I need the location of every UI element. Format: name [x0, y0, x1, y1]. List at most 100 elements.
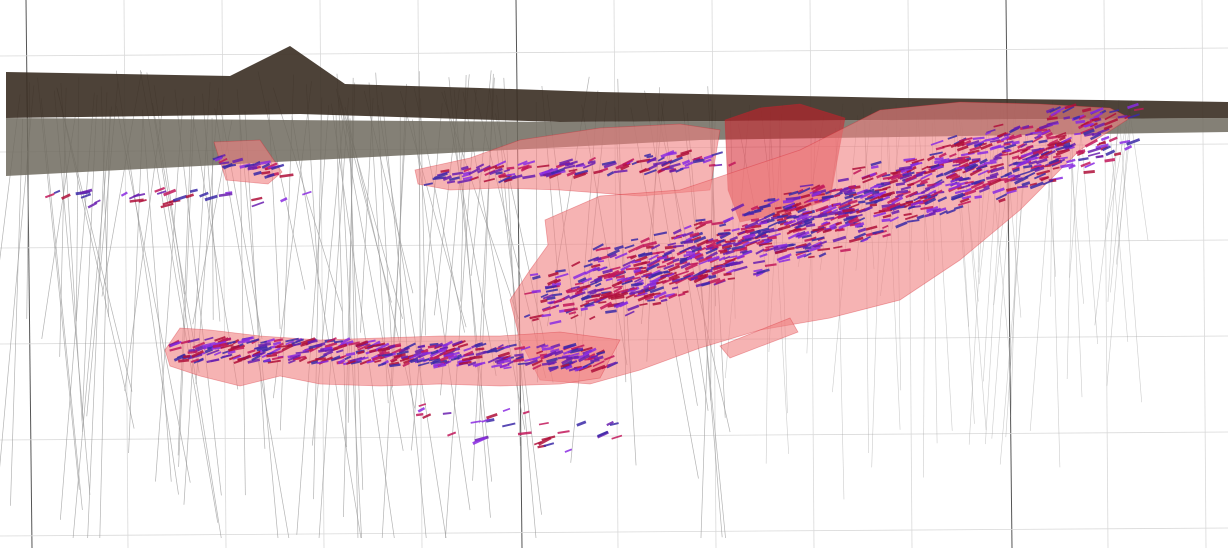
assay-interval — [366, 359, 375, 364]
drillhole-trace — [418, 71, 421, 369]
assay-interval — [948, 184, 961, 191]
assay-interval — [449, 176, 460, 182]
assay-interval — [837, 228, 845, 232]
assay-interval — [614, 245, 624, 251]
assay-interval — [531, 317, 539, 322]
assay-interval — [486, 346, 498, 354]
assay-interval — [800, 193, 811, 199]
assay-interval — [729, 236, 739, 242]
assay-interval — [671, 286, 679, 290]
assay-interval — [693, 274, 708, 284]
assay-interval — [1004, 176, 1016, 184]
assay-interval — [952, 163, 961, 167]
assay-interval — [494, 164, 505, 170]
assay-interval — [786, 215, 800, 219]
assay-interval — [247, 162, 261, 170]
assay-interval — [811, 236, 825, 242]
assay-interval — [1012, 167, 1020, 173]
assay-interval — [838, 203, 851, 211]
assay-interval — [606, 248, 620, 257]
assay-interval — [723, 272, 732, 277]
assay-interval — [1066, 158, 1076, 164]
assay-interval — [989, 144, 1002, 151]
assay-interval — [642, 271, 652, 277]
assay-interval — [409, 358, 419, 364]
assay-interval — [661, 160, 671, 167]
assay-interval — [1087, 151, 1101, 157]
assay-interval — [1089, 132, 1102, 141]
assay-interval — [625, 267, 640, 271]
assay-interval — [1113, 151, 1122, 157]
assay-interval — [633, 260, 648, 268]
assay-interval — [592, 243, 604, 251]
assay-interval — [375, 342, 390, 352]
assay-interval — [955, 159, 968, 164]
assay-interval — [445, 347, 456, 353]
drillhole-trace — [311, 113, 345, 446]
assay-interval — [738, 230, 746, 235]
assay-interval — [895, 221, 908, 229]
assay-interval — [432, 176, 447, 181]
assay-interval — [741, 238, 752, 242]
assay-interval — [907, 205, 916, 210]
assay-interval — [989, 139, 1001, 143]
assay-interval — [684, 161, 694, 168]
assay-interval — [597, 266, 607, 272]
assay-interval — [663, 270, 671, 274]
assay-interval — [199, 191, 209, 198]
assay-interval — [584, 347, 597, 356]
assay-interval — [1000, 173, 1010, 179]
assay-interval — [641, 273, 653, 278]
assay-interval — [919, 195, 928, 200]
assay-interval — [787, 232, 801, 240]
assay-interval — [904, 174, 917, 183]
assay-interval — [718, 256, 726, 262]
assay-interval — [541, 344, 549, 349]
assay-interval — [675, 167, 684, 173]
assay-interval — [522, 410, 530, 415]
assay-interval — [538, 421, 549, 426]
assay-interval — [815, 204, 829, 213]
assay-interval — [677, 292, 686, 297]
drillhole-trace — [1066, 128, 1074, 379]
drillhole-trace — [177, 114, 193, 456]
assay-interval — [589, 290, 597, 295]
assay-interval — [241, 336, 255, 342]
assay-interval — [870, 160, 882, 167]
assay-interval — [899, 200, 913, 207]
drillhole-trace — [1115, 129, 1131, 265]
assay-interval — [206, 358, 220, 364]
assay-interval — [61, 193, 71, 200]
assay-interval — [978, 186, 990, 193]
assay-interval — [971, 178, 986, 185]
assay-interval — [396, 350, 409, 356]
assay-interval — [520, 345, 531, 351]
assay-interval — [745, 228, 754, 234]
assay-interval — [237, 339, 251, 344]
assay-interval — [568, 366, 578, 372]
assay-interval — [719, 233, 727, 238]
assay-interval — [575, 162, 585, 167]
assay-interval — [787, 214, 797, 218]
assay-interval — [624, 310, 635, 317]
assay-interval — [292, 355, 307, 361]
assay-interval — [862, 177, 874, 184]
assay-interval — [987, 177, 1002, 184]
assay-interval — [749, 209, 762, 215]
assay-interval — [1072, 115, 1081, 121]
assay-interval — [429, 342, 439, 347]
drillhole-trace — [72, 106, 112, 539]
assay-interval — [741, 223, 748, 228]
assay-interval — [698, 255, 713, 263]
assay-interval — [1023, 164, 1033, 169]
assay-interval — [222, 162, 234, 170]
assay-interval — [886, 196, 900, 205]
assay-interval — [614, 252, 628, 260]
assay-interval — [133, 193, 146, 198]
assay-interval — [578, 364, 592, 372]
assay-interval — [606, 171, 615, 177]
assay-interval — [980, 142, 993, 151]
assay-interval — [876, 183, 885, 186]
